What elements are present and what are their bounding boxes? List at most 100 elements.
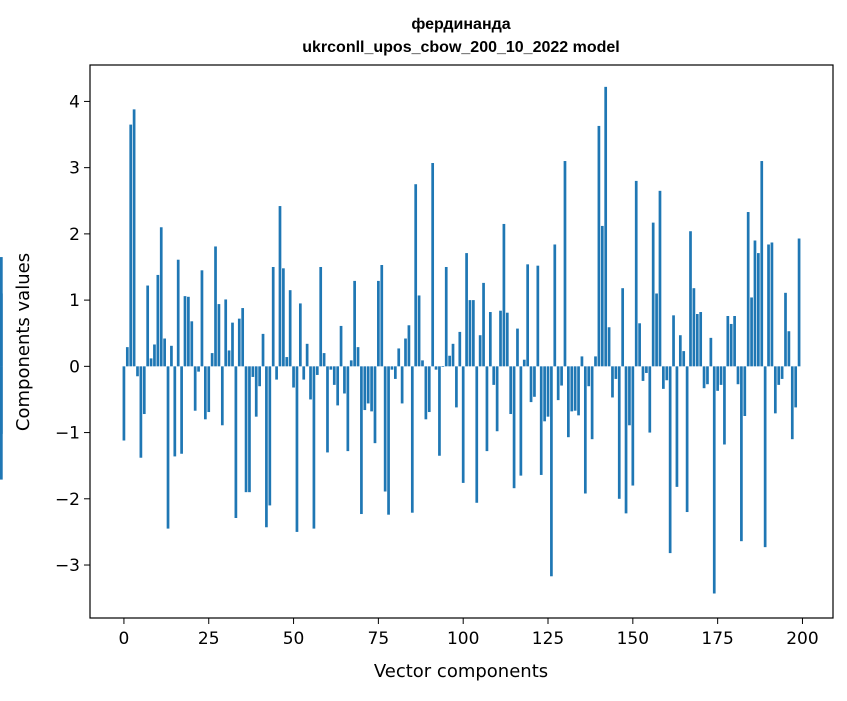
bar-component-24	[203, 366, 207, 420]
bar-component-106	[482, 282, 485, 367]
bar-component-101	[465, 253, 468, 367]
x-tick-label: 25	[198, 629, 220, 649]
bar-component-199	[797, 238, 801, 367]
y-tick-label: 2	[69, 225, 80, 245]
bar-component-37	[248, 366, 251, 493]
bar-component-96	[448, 355, 451, 367]
bar-component-175	[716, 366, 719, 391]
bar-component-173	[709, 337, 713, 367]
bar-component-16	[176, 259, 180, 367]
bar-component-174	[712, 366, 716, 594]
bar-component-192	[773, 366, 777, 414]
bar-component-17	[180, 366, 183, 454]
x-tick-label: 125	[532, 629, 564, 649]
bar-component-132	[570, 366, 574, 412]
bar-component-94	[441, 366, 445, 367]
bar-component-147	[621, 288, 625, 367]
bar-component-95	[444, 266, 448, 367]
bar-component-15	[173, 366, 177, 457]
bar-component-59	[322, 353, 326, 367]
bar-component-69	[356, 347, 360, 367]
bar-component-195	[784, 292, 787, 367]
bar-component-115	[512, 366, 516, 489]
bar-component-168	[692, 288, 696, 367]
bar-component-74	[373, 366, 377, 444]
bar-component-79	[390, 366, 394, 370]
bar-component-189	[763, 366, 767, 548]
chart-subtitle: ukrconll_upos_cbow_200_10_2022 model	[302, 39, 619, 56]
bar-component-108	[488, 312, 492, 367]
bar-component-145	[614, 366, 618, 379]
bar-component-159	[662, 366, 665, 389]
x-tick-label: 75	[368, 629, 390, 649]
bar-component-152	[638, 323, 641, 367]
bar-component-63	[336, 366, 340, 406]
x-tick-label: 175	[701, 629, 733, 649]
bar-component-161	[668, 366, 672, 554]
bar-component-3	[132, 109, 136, 367]
bar-component-33	[234, 366, 238, 518]
bar-component-66	[346, 366, 350, 452]
bar-component-194	[780, 366, 784, 379]
bar-component-137	[587, 366, 591, 387]
bar-component-12	[163, 338, 166, 367]
bar-component-81	[397, 348, 401, 367]
bar-component-70	[360, 366, 363, 515]
bar-component-164	[678, 335, 682, 367]
bar-component-160	[665, 366, 669, 381]
bar-component-undefined	[0, 366, 3, 434]
bar-component-193	[777, 366, 781, 385]
bar-component-91	[431, 163, 435, 367]
bar-component-85	[410, 366, 414, 513]
bar-component-169	[695, 314, 699, 367]
bar-component-6	[142, 366, 146, 415]
bar-component-105	[478, 335, 482, 367]
bar-component-89	[424, 366, 428, 420]
chart-title: фердинанда	[411, 16, 510, 33]
bar-component-179	[729, 323, 733, 367]
bar-component-48	[285, 357, 289, 367]
y-tick-label: 4	[69, 92, 80, 112]
bar-component-165	[682, 351, 686, 367]
bar-component-116	[516, 328, 519, 367]
bar-component-102	[468, 300, 472, 367]
bar-component-181	[736, 366, 740, 385]
bar-component-104	[475, 366, 479, 503]
bar-component-139	[594, 356, 597, 367]
bar-component-158	[658, 190, 662, 367]
bar-component-22	[197, 366, 200, 372]
bar-component-29	[220, 366, 224, 426]
bar-component-123	[539, 366, 543, 475]
bar-component-97	[451, 343, 455, 367]
bar-component-40	[258, 366, 261, 387]
bar-component-197	[790, 366, 794, 440]
bar-component-120	[529, 366, 533, 403]
bar-component-93	[438, 366, 441, 456]
bar-component-183	[743, 366, 747, 417]
bar-component-186	[753, 240, 757, 367]
bar-component-142	[604, 86, 608, 367]
bar-component-51	[295, 366, 299, 532]
bar-component-58	[319, 266, 323, 367]
bar-component-57	[315, 366, 319, 375]
bar-component-130	[563, 161, 567, 367]
bar-component-118	[522, 359, 526, 367]
bar-component-131	[567, 366, 570, 438]
bar-component-182	[740, 366, 743, 542]
bar-component-138	[590, 366, 594, 440]
bar-component-72	[366, 366, 370, 404]
bar-component-148	[624, 366, 628, 514]
bar-component-128	[556, 366, 560, 401]
bar-component-150	[631, 366, 635, 486]
bar-component-144	[611, 366, 614, 398]
bar-component-129	[560, 366, 563, 386]
bar-component-64	[339, 325, 343, 367]
bar-component-60	[326, 366, 329, 453]
bar-component-31	[227, 350, 231, 367]
bar-component-86	[414, 184, 418, 367]
bar-component-92	[434, 366, 438, 370]
x-tick-label: 150	[617, 629, 649, 649]
bar-component-188	[760, 161, 764, 367]
bar-component-32	[231, 322, 234, 367]
